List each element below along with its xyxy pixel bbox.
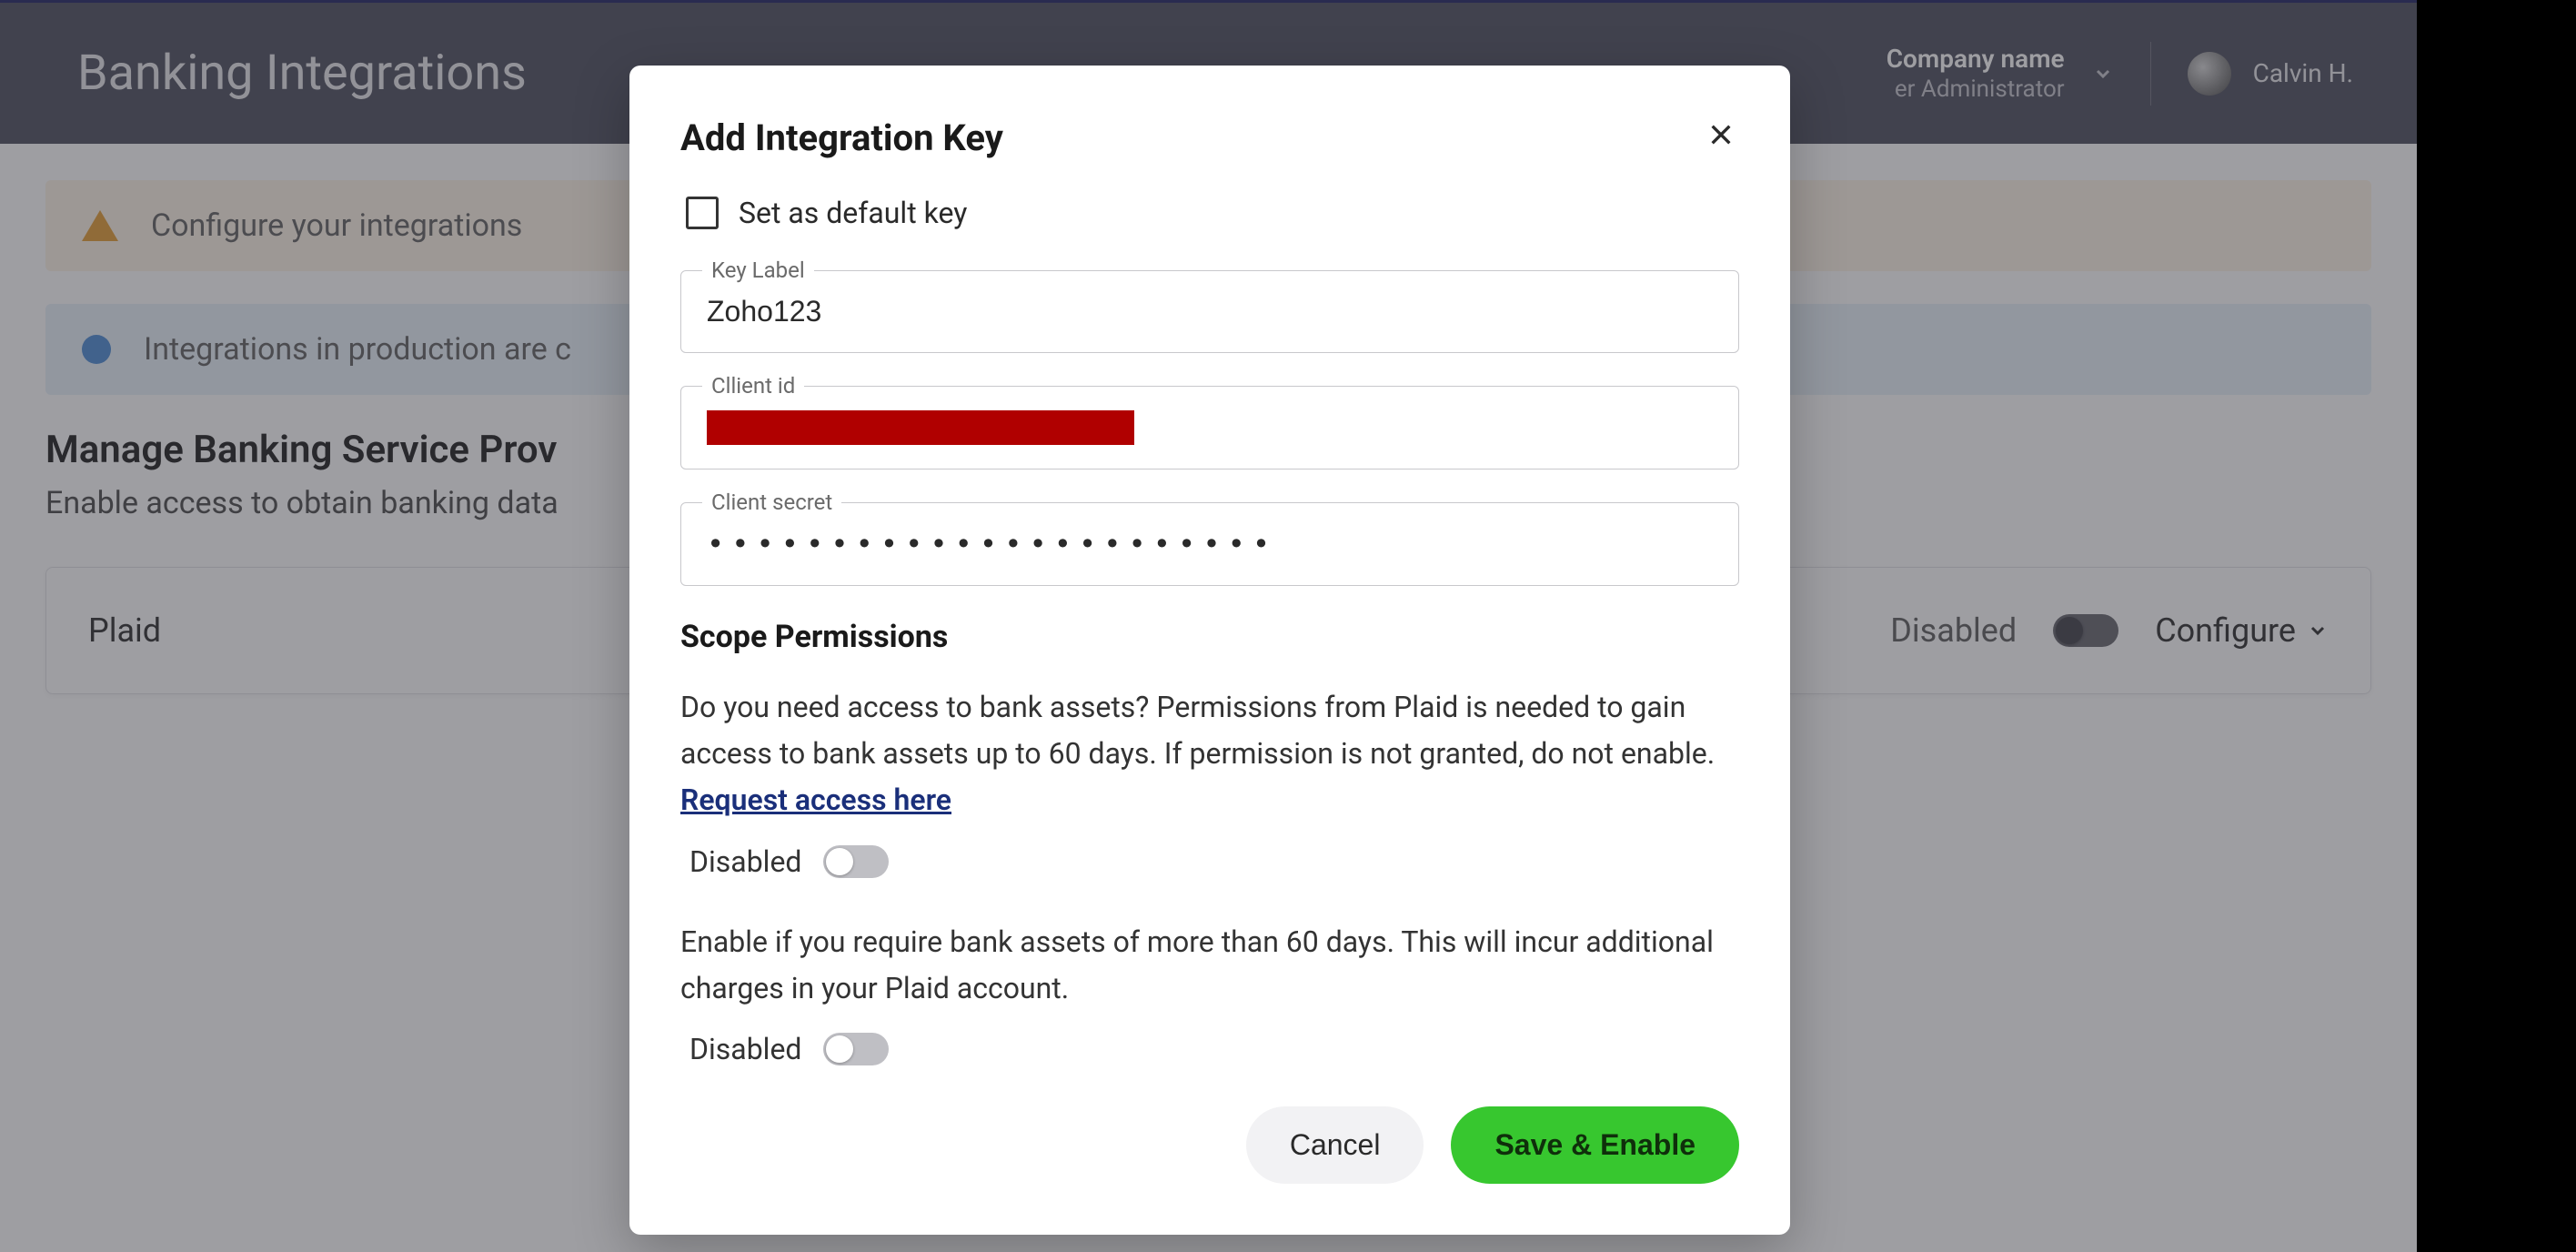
modal-title: Add Integration Key: [680, 116, 1003, 159]
client-id-legend: Cllient id: [702, 373, 804, 399]
scope-toggle-1[interactable]: [823, 845, 889, 878]
modal-footer: Cancel Save & Enable: [680, 1106, 1739, 1184]
scope-heading: Scope Permissions: [680, 619, 1739, 655]
app-root: Banking Integrations Company name er Adm…: [0, 0, 2417, 1252]
key-label-legend: Key Label: [702, 257, 814, 283]
scope-toggle-2-label: Disabled: [689, 1032, 801, 1066]
scope-text-1: Do you need access to bank assets? Permi…: [680, 684, 1739, 824]
request-access-link[interactable]: Request access here: [680, 782, 951, 817]
client-secret-field-wrap: Client secret: [680, 502, 1739, 586]
default-key-row: Set as default key: [680, 196, 1739, 230]
client-secret-legend: Client secret: [702, 490, 841, 515]
cancel-button[interactable]: Cancel: [1246, 1106, 1424, 1184]
key-label-input[interactable]: [680, 270, 1739, 353]
key-label-field-wrap: Key Label: [680, 270, 1739, 353]
modal-header: Add Integration Key: [680, 116, 1739, 159]
close-icon: [1706, 120, 1736, 149]
client-id-field-wrap: Cllient id: [680, 386, 1739, 470]
save-enable-button[interactable]: Save & Enable: [1451, 1106, 1739, 1184]
toggle-knob: [826, 848, 853, 875]
add-integration-modal: Add Integration Key Set as default key K…: [629, 66, 1790, 1235]
black-strip: [2417, 0, 2576, 1252]
scope-text-2: Enable if you require bank assets of mor…: [680, 919, 1739, 1012]
client-id-input[interactable]: [680, 386, 1739, 470]
scope-toggle-1-label: Disabled: [689, 844, 801, 879]
redacted-client-id: [707, 410, 1134, 445]
toggle-knob: [826, 1035, 853, 1063]
scope-toggle-row-2: Disabled: [680, 1032, 1739, 1066]
default-key-label: Set as default key: [739, 196, 967, 230]
close-button[interactable]: [1703, 116, 1739, 156]
default-key-checkbox[interactable]: [686, 197, 719, 229]
scope-toggle-row-1: Disabled: [680, 844, 1739, 879]
scope-text-1-body: Do you need access to bank assets? Permi…: [680, 690, 1715, 771]
scope-toggle-2[interactable]: [823, 1033, 889, 1065]
